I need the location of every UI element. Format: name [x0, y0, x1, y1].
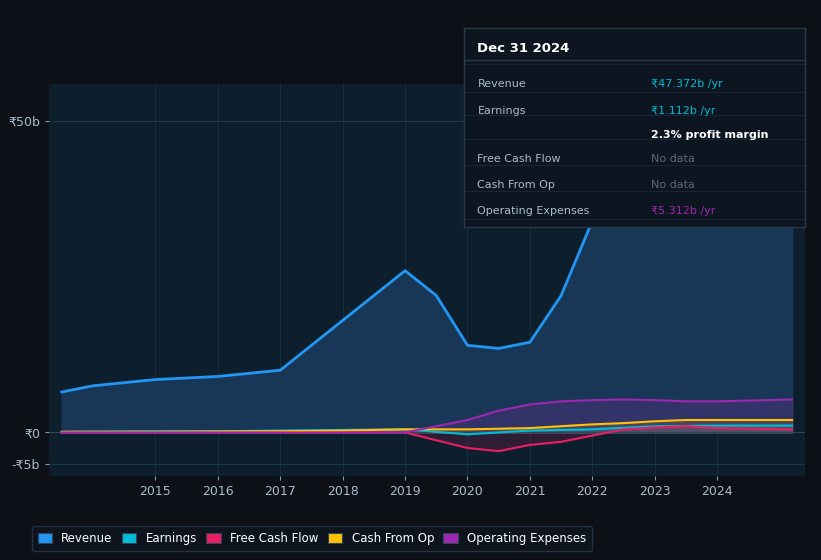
- Legend: Revenue, Earnings, Free Cash Flow, Cash From Op, Operating Expenses: Revenue, Earnings, Free Cash Flow, Cash …: [32, 526, 592, 551]
- Text: Earnings: Earnings: [478, 106, 526, 116]
- Text: Operating Expenses: Operating Expenses: [478, 206, 589, 216]
- Text: ₹5.312b /yr: ₹5.312b /yr: [651, 206, 716, 216]
- Text: Free Cash Flow: Free Cash Flow: [478, 154, 561, 164]
- Text: No data: No data: [651, 154, 695, 164]
- Text: Cash From Op: Cash From Op: [478, 180, 555, 190]
- Text: ₹47.372b /yr: ₹47.372b /yr: [651, 78, 723, 88]
- Text: Dec 31 2024: Dec 31 2024: [478, 42, 570, 55]
- Text: 2.3% profit margin: 2.3% profit margin: [651, 130, 768, 141]
- Text: ₹1.112b /yr: ₹1.112b /yr: [651, 106, 716, 116]
- Text: No data: No data: [651, 180, 695, 190]
- Text: Revenue: Revenue: [478, 78, 526, 88]
